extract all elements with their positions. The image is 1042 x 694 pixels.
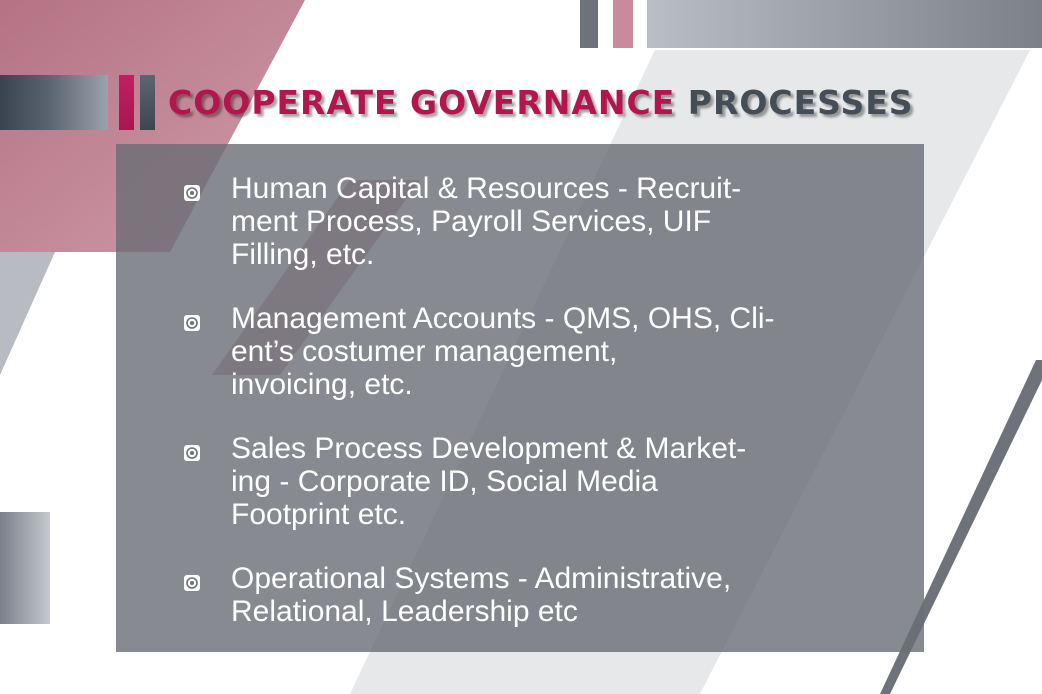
page-title: COOPERATE GOVERNANCE PROCESSES [168,78,1028,128]
target-bullet-icon [184,315,200,331]
title-accent-bar [0,75,108,130]
list-item-line: ing - Corporate ID, Social Media [231,465,658,498]
title-accent-gray-tick [140,75,155,130]
left-gray-diagonal [0,252,55,375]
page-title-part2: PROCESSES [687,83,914,122]
content-panel: Human Capital & Resources - Recruit- men… [116,144,924,652]
list-item-text: Sales Process Development & Market- ing … [231,432,856,531]
list-item-line: Footprint etc. [231,498,407,531]
list-item-line: Relational, Leadership etc [231,595,578,628]
left-bottom-block [0,512,50,624]
list-item-text: Management Accounts - QMS, OHS, Cli- ent… [231,302,856,401]
top-pink-tick [613,0,633,48]
list-item-line: Sales Process Development & Market- [231,432,747,465]
list-item-line: Operational Systems - Administrative, [231,562,732,595]
list-item-text: Operational Systems - Administrative, Re… [231,562,856,628]
target-bullet-icon [184,185,200,201]
top-gradient-stripe [647,0,1042,48]
list-item-line: ent’s costumer management, [231,335,618,368]
title-accent-pink-tick [119,75,134,130]
list-item-line: Filling, etc. [231,238,375,271]
list-item-text: Human Capital & Resources - Recruit- men… [231,172,856,271]
page-title-part1: COOPERATE GOVERNANCE [168,83,676,122]
top-gray-tick [580,0,598,48]
list-item-line: invoicing, etc. [231,368,413,401]
list-item-line: ment Process, Payroll Services, UIF [231,205,712,238]
target-bullet-icon [184,575,200,591]
list-item-line: Human Capital & Resources - Recruit- [231,172,742,205]
target-bullet-icon [184,445,200,461]
list-item-line: Management Accounts - QMS, OHS, Cli- [231,302,775,335]
